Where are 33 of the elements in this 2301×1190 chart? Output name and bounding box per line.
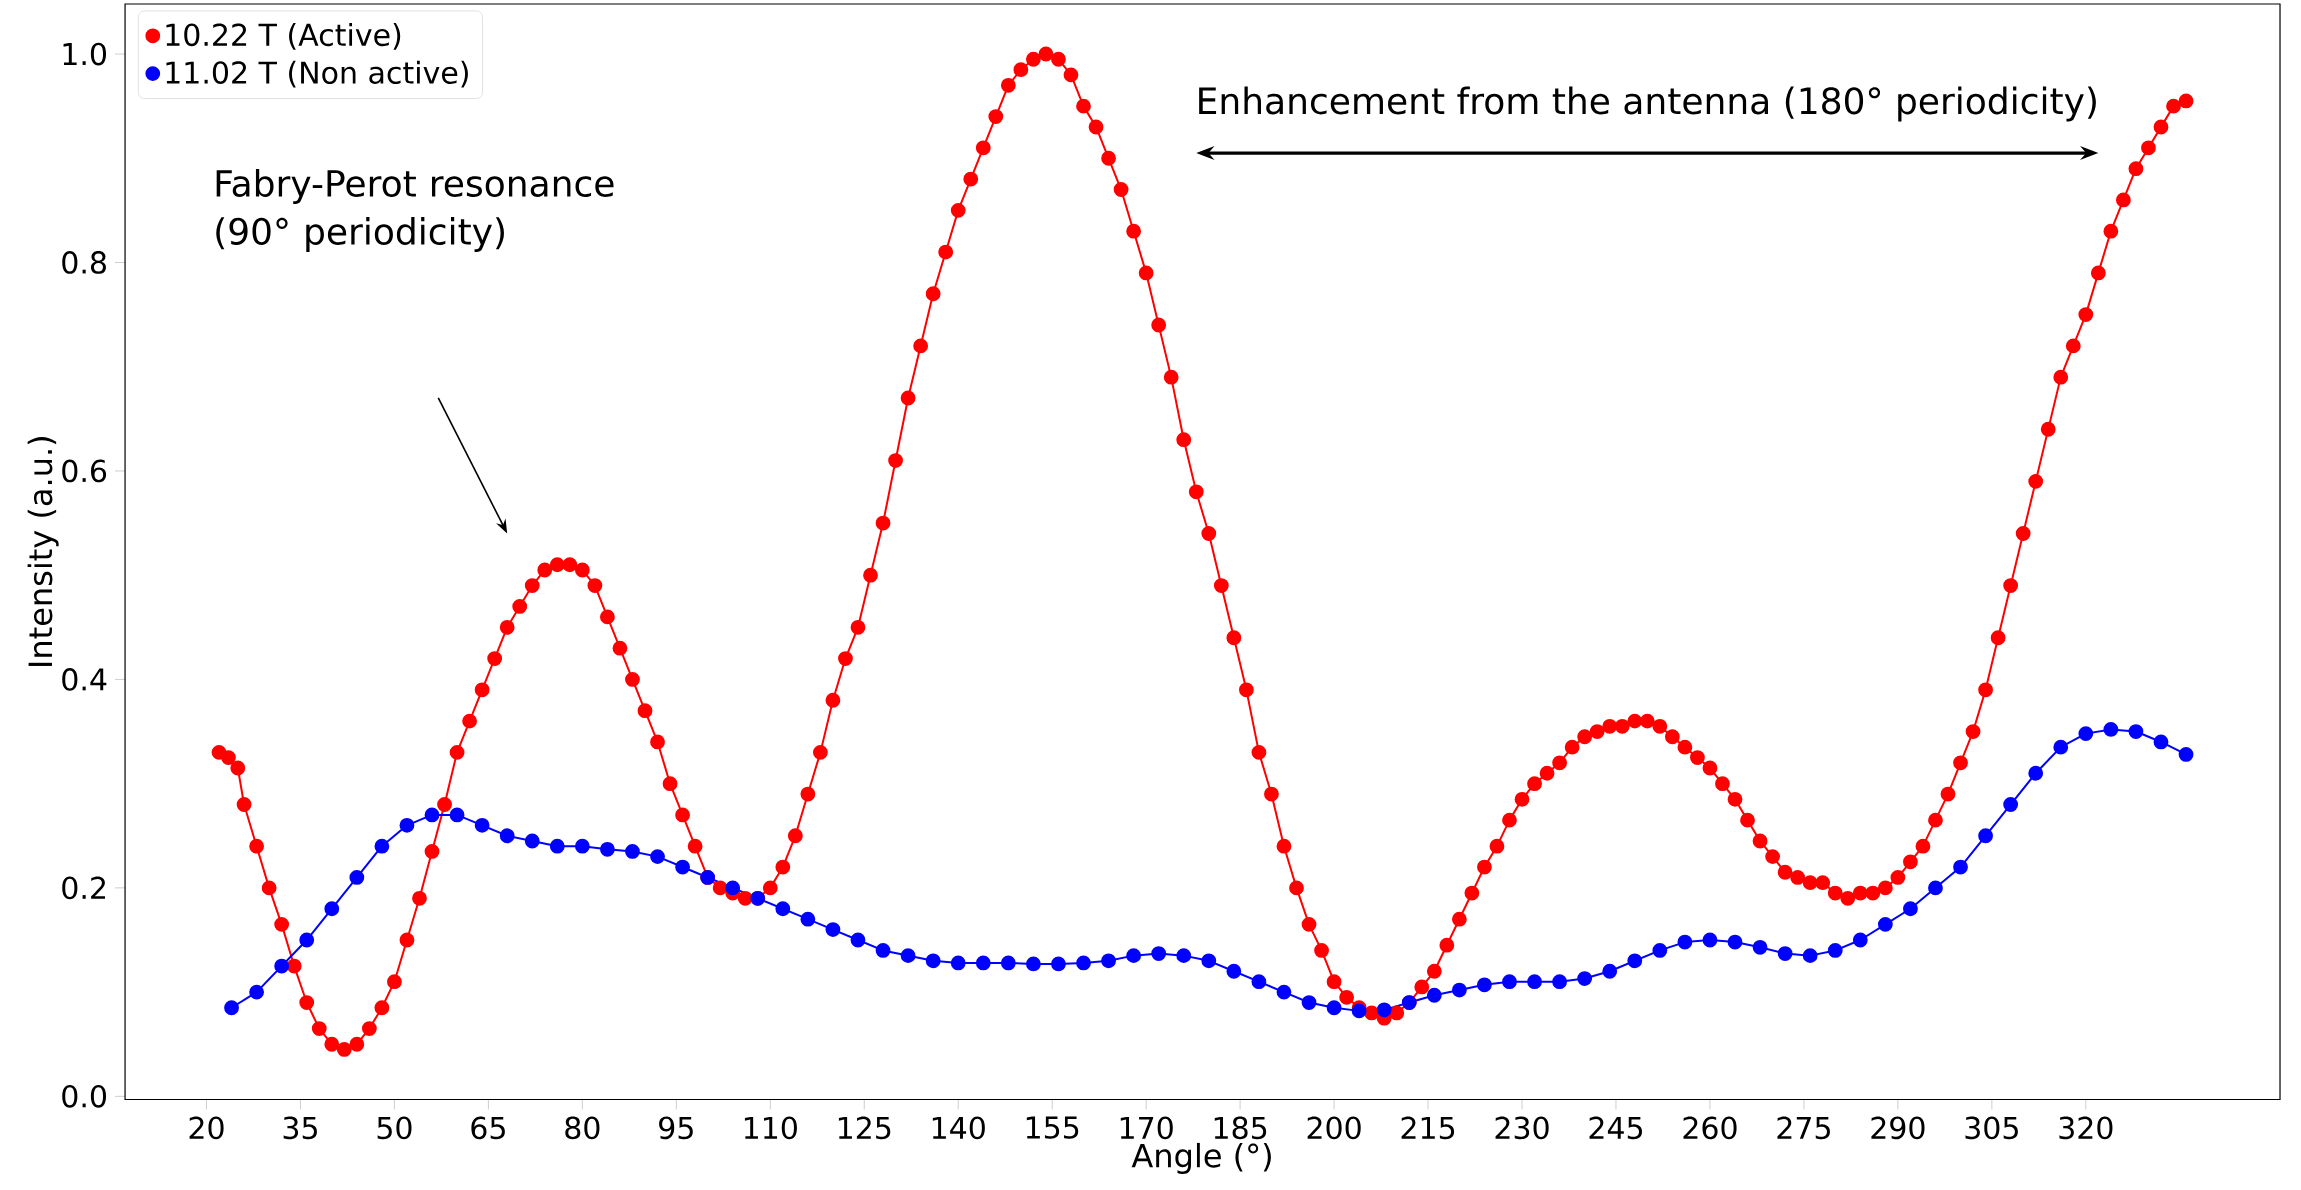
- x-tick-label: 185: [1214, 1116, 1267, 1140]
- x-axis-title: Angle (°): [1131, 1143, 1271, 1175]
- y-tick-label: 0.6: [62, 459, 107, 483]
- y-tick-label: 0.2: [62, 876, 106, 900]
- y-tick-label: 0.0: [62, 1085, 107, 1108]
- x-tick-label: 35: [283, 1116, 317, 1140]
- x-tick-label: 155: [1026, 1116, 1079, 1140]
- x-tick-label: 290: [1871, 1116, 1925, 1140]
- x-tick-label: 110: [744, 1116, 797, 1140]
- y-tick-label: 1.0: [63, 42, 107, 66]
- x-tick-label: 200: [1307, 1116, 1361, 1140]
- x-tick-label: 140: [932, 1116, 985, 1140]
- legend-label: 10.22 T (Active): [166, 23, 401, 50]
- annotation: Fabry-Perot resonance (90° periodicity): [216, 169, 614, 253]
- y-tick-label: 0.8: [62, 251, 106, 275]
- x-tick-label: 275: [1777, 1116, 1830, 1140]
- x-tick-label: 260: [1683, 1116, 1737, 1140]
- y-tick-label: 0.4: [62, 668, 107, 692]
- x-tick-label: 50: [377, 1116, 412, 1140]
- x-tick-label: 245: [1589, 1116, 1642, 1140]
- x-tick-label: 80: [565, 1116, 600, 1140]
- x-tick-label: 20: [189, 1116, 224, 1140]
- x-tick-label: 215: [1401, 1116, 1455, 1140]
- legend-label: 11.02 T (Non active): [166, 60, 468, 88]
- x-tick-label: 65: [471, 1116, 505, 1140]
- x-tick-label: 170: [1120, 1116, 1173, 1140]
- y-axis-title: Intensity (a.u.): [27, 437, 59, 667]
- x-tick-label: 230: [1495, 1116, 1549, 1140]
- x-tick-label: 320: [2059, 1116, 2113, 1140]
- annotation: Enhancement from the antenna (180° periodicity): [1199, 86, 2096, 122]
- x-tick-label: 95: [659, 1116, 693, 1140]
- x-tick-label: 305: [1965, 1116, 2018, 1140]
- x-tick-label: 125: [838, 1116, 891, 1140]
